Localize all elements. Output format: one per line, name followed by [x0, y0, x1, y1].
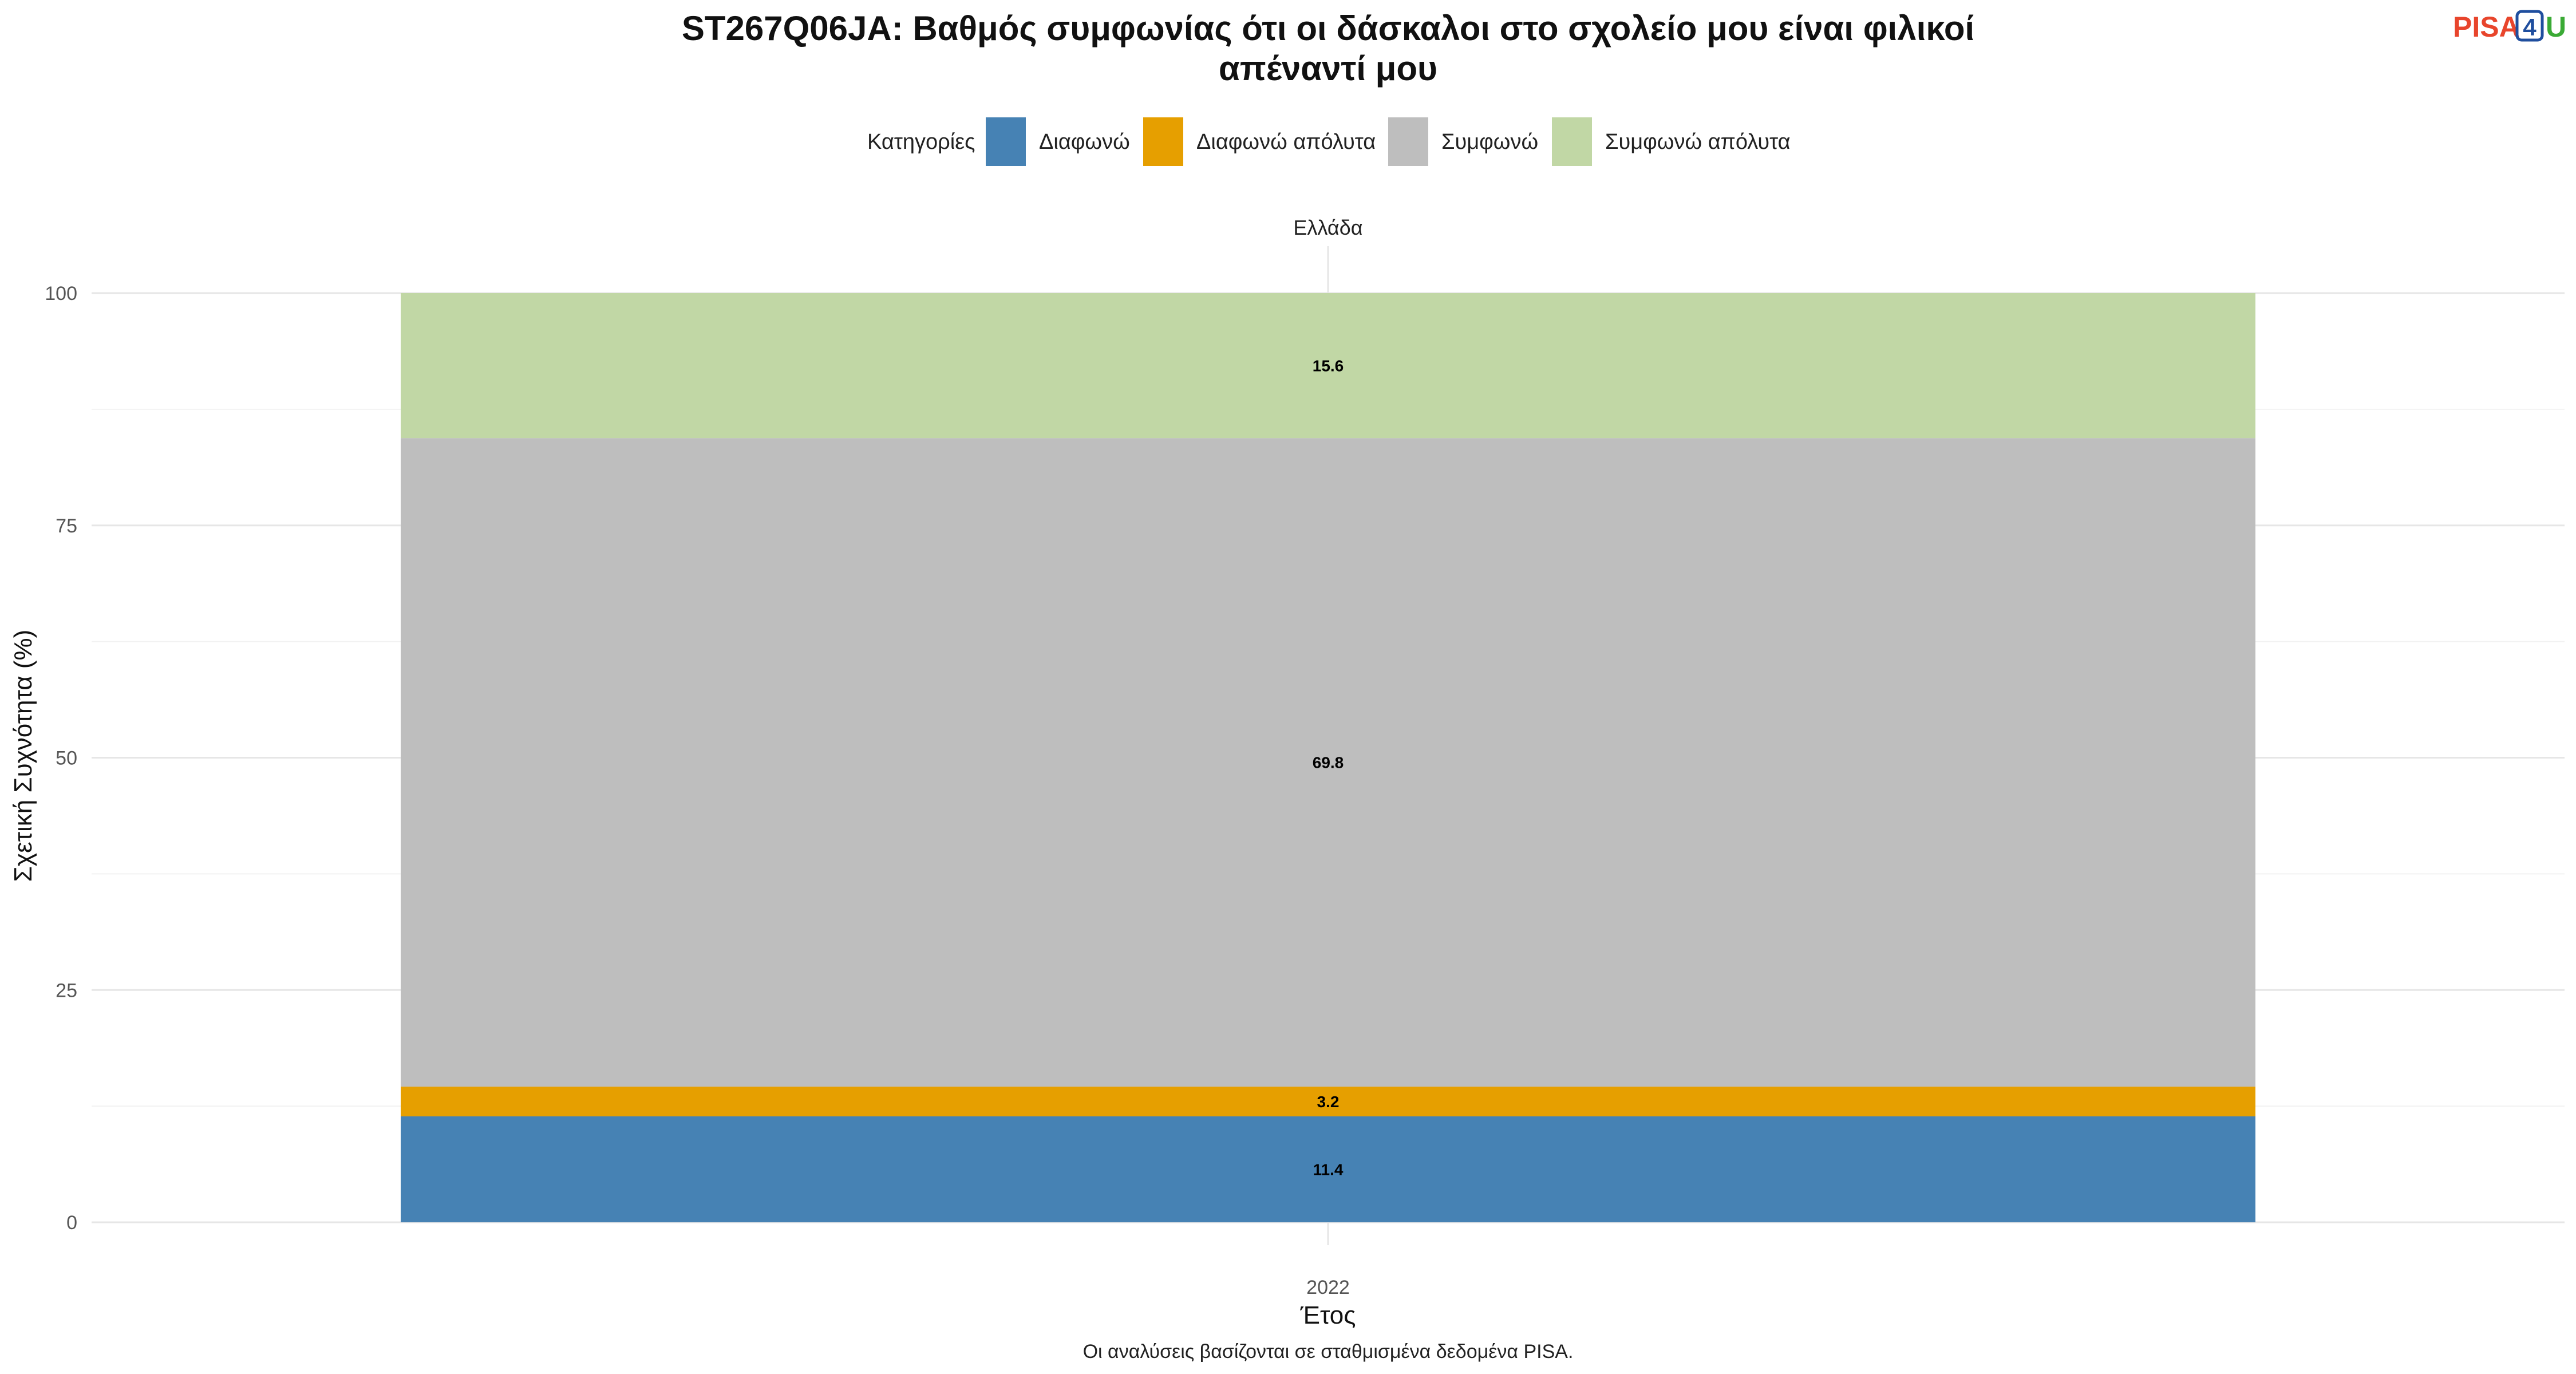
data-label: 11.4 — [1313, 1160, 1344, 1178]
facet-label: Ελλάδα — [1293, 216, 1362, 239]
logo-number: 4 — [2523, 14, 2537, 41]
legend-swatch — [1552, 117, 1592, 166]
bar-segment — [401, 1087, 2255, 1116]
x-axis: 2022 — [1306, 1277, 1350, 1298]
data-label: 69.8 — [1313, 754, 1344, 772]
y-tick-label: 75 — [56, 515, 77, 537]
chart-title-line-1: ST267Q06JA: Βαθμός συμφωνίας ότι οι δάσκ… — [682, 9, 1974, 48]
bar-segment — [401, 293, 2255, 439]
y-tick-label: 0 — [66, 1212, 77, 1234]
logo-u: U — [2546, 11, 2566, 43]
y-tick-label: 50 — [56, 748, 77, 769]
bars: 11.4 3.2 69.8 15.6 — [401, 293, 2255, 1222]
y-axis-title: Σχετική Συχνότητα (%) — [9, 630, 37, 882]
x-axis-title: Έτος — [1300, 1301, 1356, 1329]
y-axis: 0 25 50 75 100 — [45, 283, 77, 1234]
legend-label: Διαφωνώ — [1039, 130, 1130, 154]
pisa4u-logo: PISA 4 U — [2453, 10, 2566, 43]
data-label: 3.2 — [1317, 1093, 1340, 1111]
y-tick-label: 25 — [56, 980, 77, 1001]
caption: Οι αναλύσεις βασίζονται σε σταθμισμένα δ… — [1083, 1341, 1574, 1363]
legend: Κατηγορίες Διαφωνώ Διαφωνώ απόλυτα Συμφωνώ… — [867, 117, 1791, 166]
legend-label: Συμφωνώ — [1441, 130, 1538, 154]
logo-box — [2515, 10, 2544, 42]
x-tick-label: 2022 — [1306, 1277, 1350, 1298]
legend-label: Συμφωνώ απόλυτα — [1605, 130, 1791, 154]
bar-segment — [401, 1116, 2255, 1222]
legend-swatch — [1388, 117, 1428, 166]
logo-pisa: PISA — [2453, 11, 2520, 43]
data-label: 15.6 — [1313, 357, 1344, 375]
legend-title: Κατηγορίες — [867, 130, 975, 154]
legend-label: Διαφωνώ απόλυτα — [1196, 130, 1376, 154]
bar-segment — [401, 438, 2255, 1087]
chart-title-line-2: απέναντί μου — [1219, 49, 1437, 88]
legend-swatch — [1143, 117, 1183, 166]
legend-swatch — [986, 117, 1026, 166]
y-tick-label: 100 — [45, 283, 77, 305]
